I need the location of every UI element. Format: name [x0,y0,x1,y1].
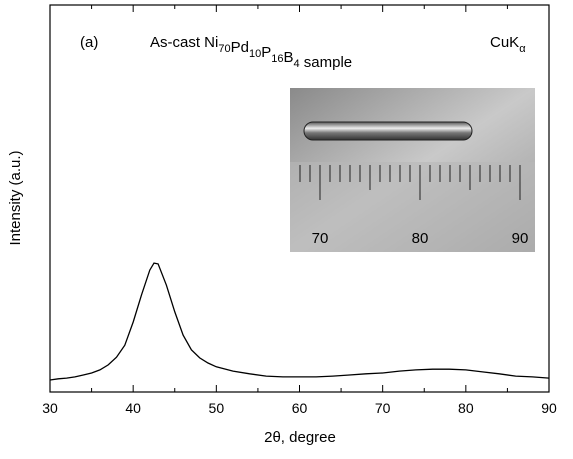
ruler-label: 70 [312,230,329,247]
sample-title: As-cast Ni70Pd10P16B4 sample [150,34,352,71]
y-axis-label: Intensity (a.u.) [7,150,24,245]
ruler-label: 80 [412,230,429,247]
sample-rod [303,121,473,141]
x-tick-label: 30 [42,400,58,416]
x-tick-label: 50 [209,400,225,416]
ruler [290,162,535,252]
x-tick-label: 80 [458,400,474,416]
ruler-label: 90 [512,230,529,247]
panel-label: (a) [80,34,98,51]
x-tick-label: 70 [375,400,391,416]
inset-photo: 70 80 90 [290,88,535,252]
x-tick-label: 60 [292,400,308,416]
xrd-curve [49,262,550,381]
radiation-label: CuKα [490,34,526,55]
x-axis-label: 2θ, degree [264,429,336,446]
x-tick-label: 40 [125,400,141,416]
x-tick-label: 90 [541,400,557,416]
